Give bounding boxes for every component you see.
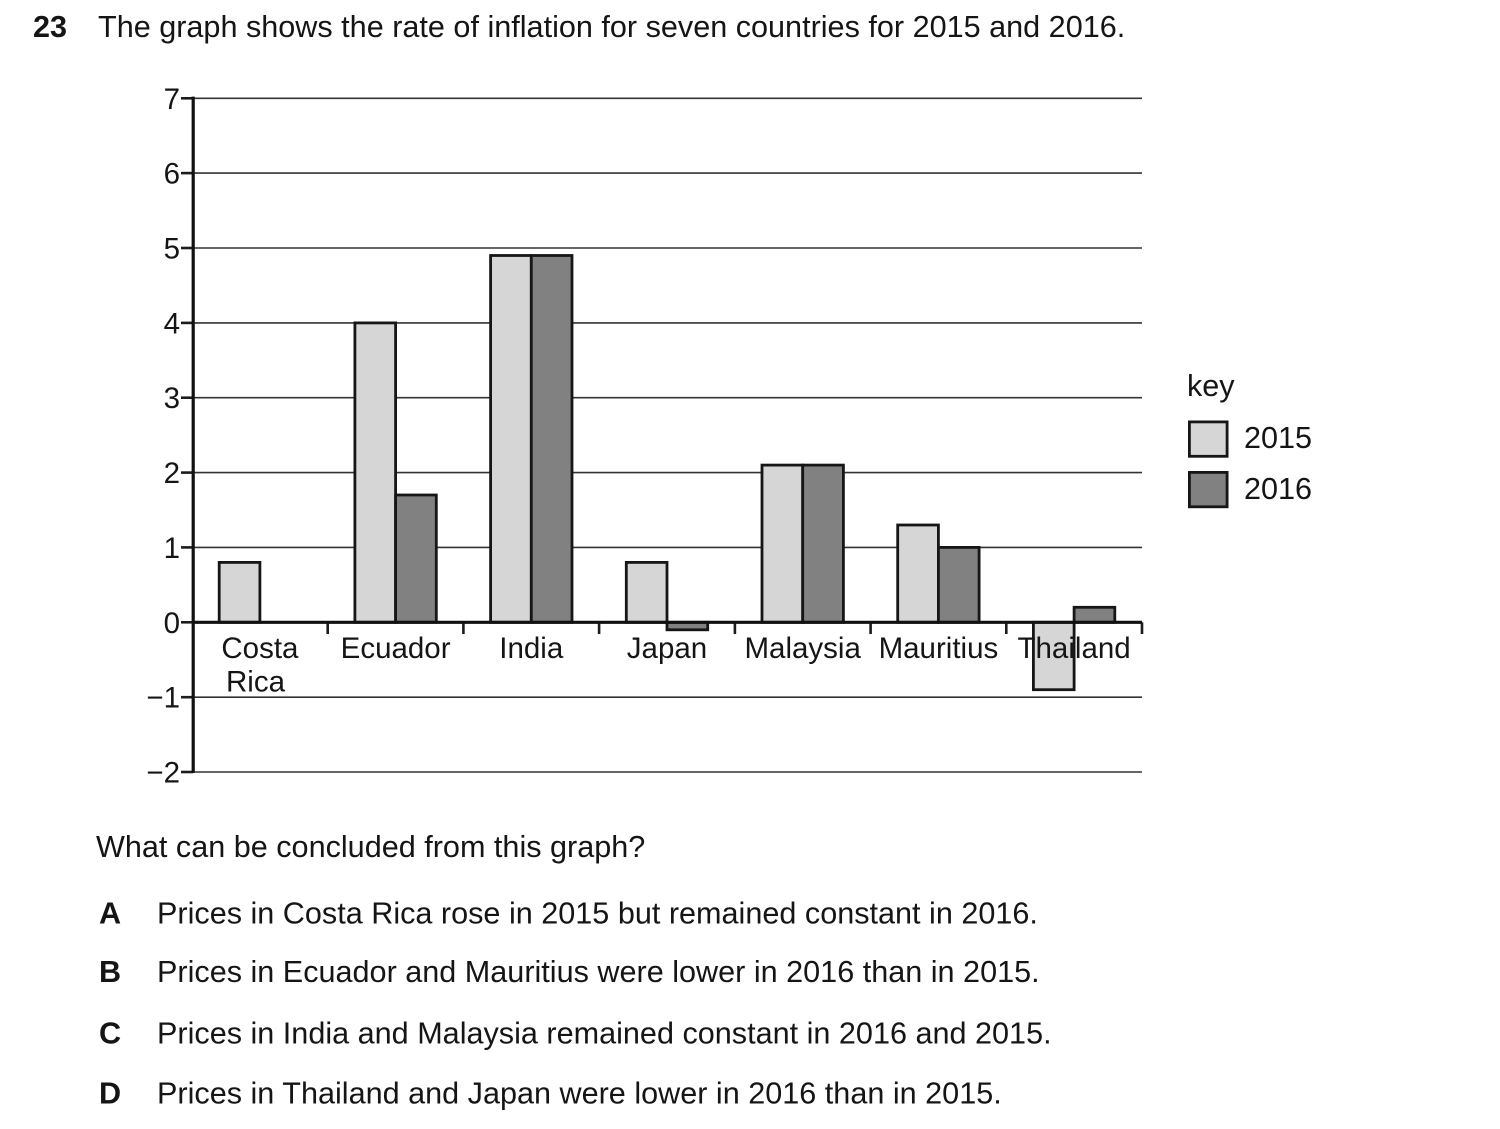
svg-text:1: 1: [164, 532, 180, 565]
svg-text:2015: 2015: [1244, 421, 1312, 455]
svg-text:A: A: [99, 897, 121, 931]
svg-text:key: key: [1187, 369, 1235, 403]
svg-text:B: B: [99, 955, 121, 989]
svg-text:2016: 2016: [1244, 472, 1312, 506]
svg-text:7: 7: [164, 83, 180, 116]
svg-text:Thailand: Thailand: [1018, 632, 1131, 665]
svg-text:C: C: [99, 1017, 121, 1051]
svg-text:What can be concluded from thi: What can be concluded from this graph?: [96, 830, 645, 864]
svg-text:Costa: Costa: [221, 632, 299, 665]
svg-text:Rica: Rica: [226, 666, 286, 699]
svg-text:−1: −1: [146, 682, 180, 715]
svg-text:3: 3: [164, 382, 180, 415]
svg-text:India: India: [499, 632, 564, 665]
svg-text:Prices in Thailand and Japan w: Prices in Thailand and Japan were lower …: [157, 1077, 1002, 1111]
svg-text:Mauritius: Mauritius: [879, 632, 999, 665]
svg-text:0: 0: [164, 607, 180, 640]
svg-text:Japan: Japan: [627, 632, 707, 665]
svg-text:D: D: [99, 1077, 121, 1111]
svg-text:4: 4: [164, 307, 180, 340]
svg-text:2: 2: [164, 457, 180, 490]
svg-text:The graph shows the rate of in: The graph shows the rate of inflation fo…: [98, 10, 1125, 44]
svg-text:Prices in Costa Rica rose in 2: Prices in Costa Rica rose in 2015 but re…: [157, 897, 1038, 931]
svg-text:Prices in India and Malaysia r: Prices in India and Malaysia remained co…: [157, 1017, 1052, 1051]
svg-text:23: 23: [33, 10, 67, 44]
svg-text:6: 6: [164, 158, 180, 191]
svg-text:−2: −2: [146, 757, 180, 790]
svg-text:Prices in Ecuador and Mauritiu: Prices in Ecuador and Mauritius were low…: [157, 955, 1040, 989]
svg-text:Malaysia: Malaysia: [744, 632, 861, 665]
svg-text:Ecuador: Ecuador: [341, 632, 451, 665]
svg-text:5: 5: [164, 233, 180, 266]
